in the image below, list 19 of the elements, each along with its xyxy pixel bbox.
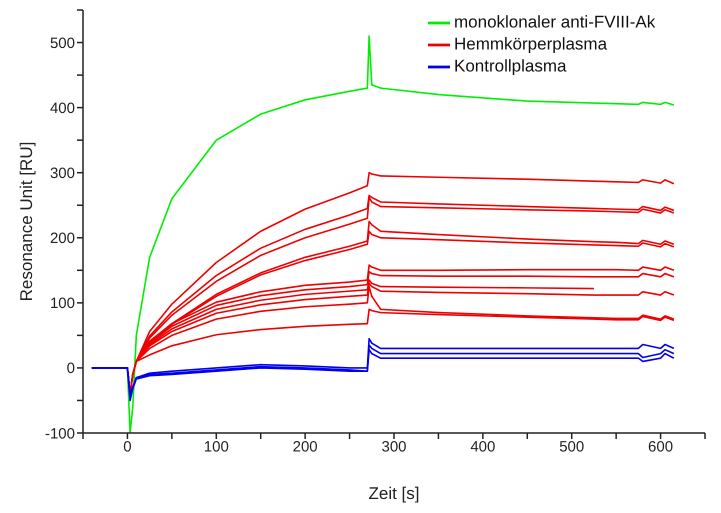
legend-label: Kontrollplasma <box>454 56 566 76</box>
y-tick-label: 0 <box>66 360 75 378</box>
x-tick-label: 500 <box>559 438 584 456</box>
x-tick-label: 0 <box>123 438 132 456</box>
y-tick-label: 100 <box>50 295 75 312</box>
x-axis-title: Zeit [s] <box>368 484 420 504</box>
y-tick-label: -100 <box>44 425 75 442</box>
legend-label: monoklonaler anti-FVIII-Ak <box>454 12 656 32</box>
x-tick-label: 200 <box>292 438 318 456</box>
y-tick-label: 400 <box>50 100 75 117</box>
x-tick-label: 300 <box>381 438 407 456</box>
x-tick-label: 600 <box>648 438 674 456</box>
x-tick-label: 100 <box>204 438 229 456</box>
y-tick-label: 500 <box>50 34 75 52</box>
x-tick-label: 400 <box>470 438 496 456</box>
legend-label: Hemmkörperplasma <box>454 34 608 54</box>
y-tick-label: 200 <box>50 230 75 248</box>
y-axis-title: Resonance Unit [RU] <box>17 142 36 302</box>
y-tick-label: 300 <box>50 165 75 182</box>
